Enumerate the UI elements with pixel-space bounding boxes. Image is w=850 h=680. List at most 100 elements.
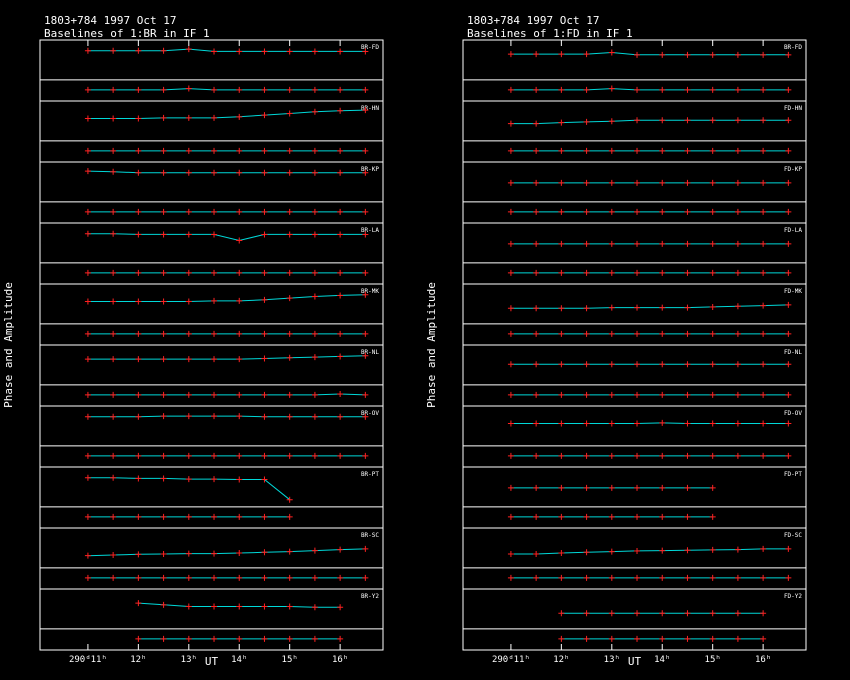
phase-point — [608, 513, 615, 520]
phase-point — [785, 391, 792, 398]
panel-label: FD-LA — [784, 227, 802, 234]
phase-point — [709, 147, 716, 154]
phase-point — [160, 635, 167, 642]
phase-point — [558, 208, 565, 215]
amp-point — [760, 302, 767, 309]
amp-point — [608, 118, 615, 125]
amp-point — [160, 413, 167, 420]
panel-label: BR-PT — [361, 471, 379, 478]
phase-point — [558, 330, 565, 337]
amp-point — [684, 304, 691, 311]
phase-point — [583, 574, 590, 581]
phase-point — [337, 86, 344, 93]
phase-point — [211, 452, 218, 459]
amp-point — [634, 51, 641, 58]
amp-point — [734, 303, 741, 310]
amp-point — [583, 51, 590, 58]
amp-point — [160, 475, 167, 482]
phase-point — [734, 86, 741, 93]
amp-point — [760, 179, 767, 186]
amp-point — [760, 117, 767, 124]
amp-point — [608, 361, 615, 368]
phase-point — [734, 147, 741, 154]
amp-model-line — [87, 233, 366, 242]
phase-point — [634, 269, 641, 276]
amp-point — [659, 610, 666, 617]
phase-point — [659, 391, 666, 398]
phase-point — [337, 635, 344, 642]
amp-point — [135, 47, 142, 54]
amp-point — [135, 115, 142, 122]
amp-model-line — [87, 355, 366, 360]
phase-point — [659, 513, 666, 520]
phase-point — [684, 574, 691, 581]
phase-point — [760, 330, 767, 337]
amp-point — [311, 547, 318, 554]
phase-point — [684, 147, 691, 154]
phase-model-line — [87, 393, 366, 396]
phase-point — [337, 147, 344, 154]
phase-point — [337, 391, 344, 398]
phase-point — [337, 269, 344, 276]
x-tick-label: 14ʰ — [231, 655, 247, 665]
amp-point — [608, 610, 615, 617]
phase-point — [185, 85, 192, 92]
amp-point — [135, 551, 142, 558]
phase-point — [286, 513, 293, 520]
amp-point — [583, 118, 590, 125]
amp-point — [160, 47, 167, 54]
amp-point — [785, 420, 792, 427]
amp-point — [709, 240, 716, 247]
phase-model-line — [510, 88, 789, 91]
amp-point — [236, 237, 243, 244]
amp-point — [634, 420, 641, 427]
phase-point — [659, 574, 666, 581]
phase-point — [684, 208, 691, 215]
phase-point — [160, 574, 167, 581]
phase-point — [634, 208, 641, 215]
amp-point — [337, 48, 344, 55]
phase-point — [286, 391, 293, 398]
phase-point — [760, 86, 767, 93]
phase-point — [507, 147, 514, 154]
phase-point — [185, 147, 192, 154]
phase-point — [286, 452, 293, 459]
phase-point — [261, 330, 268, 337]
amp-point — [507, 240, 514, 247]
amp-point — [709, 117, 716, 124]
phase-point — [734, 391, 741, 398]
phase-model-line — [87, 88, 366, 91]
amp-point — [160, 298, 167, 305]
amp-point — [608, 548, 615, 555]
amp-point — [211, 356, 218, 363]
phase-point — [558, 269, 565, 276]
phase-point — [734, 452, 741, 459]
amp-point — [785, 240, 792, 247]
phase-point — [709, 635, 716, 642]
amp-point — [286, 169, 293, 176]
amp-point — [734, 546, 741, 553]
amp-point — [185, 114, 192, 121]
amp-point — [236, 549, 243, 556]
phase-point — [211, 635, 218, 642]
phase-point — [236, 513, 243, 520]
amp-point — [709, 484, 716, 491]
amp-point — [558, 361, 565, 368]
phase-point — [709, 574, 716, 581]
amp-point — [286, 48, 293, 55]
amp-point — [185, 603, 192, 610]
phase-point — [110, 147, 117, 154]
phase-point — [608, 85, 615, 92]
x-tick-label: 290ᵈ11ʰ — [69, 655, 107, 665]
amp-point — [362, 169, 369, 176]
phase-point — [211, 86, 218, 93]
phase-point — [286, 635, 293, 642]
phase-point — [286, 574, 293, 581]
amp-point — [286, 496, 293, 503]
phase-point — [135, 147, 142, 154]
amp-point — [261, 296, 268, 303]
phase-point — [785, 147, 792, 154]
phase-point — [608, 269, 615, 276]
amp-point — [709, 303, 716, 310]
amp-point — [760, 420, 767, 427]
